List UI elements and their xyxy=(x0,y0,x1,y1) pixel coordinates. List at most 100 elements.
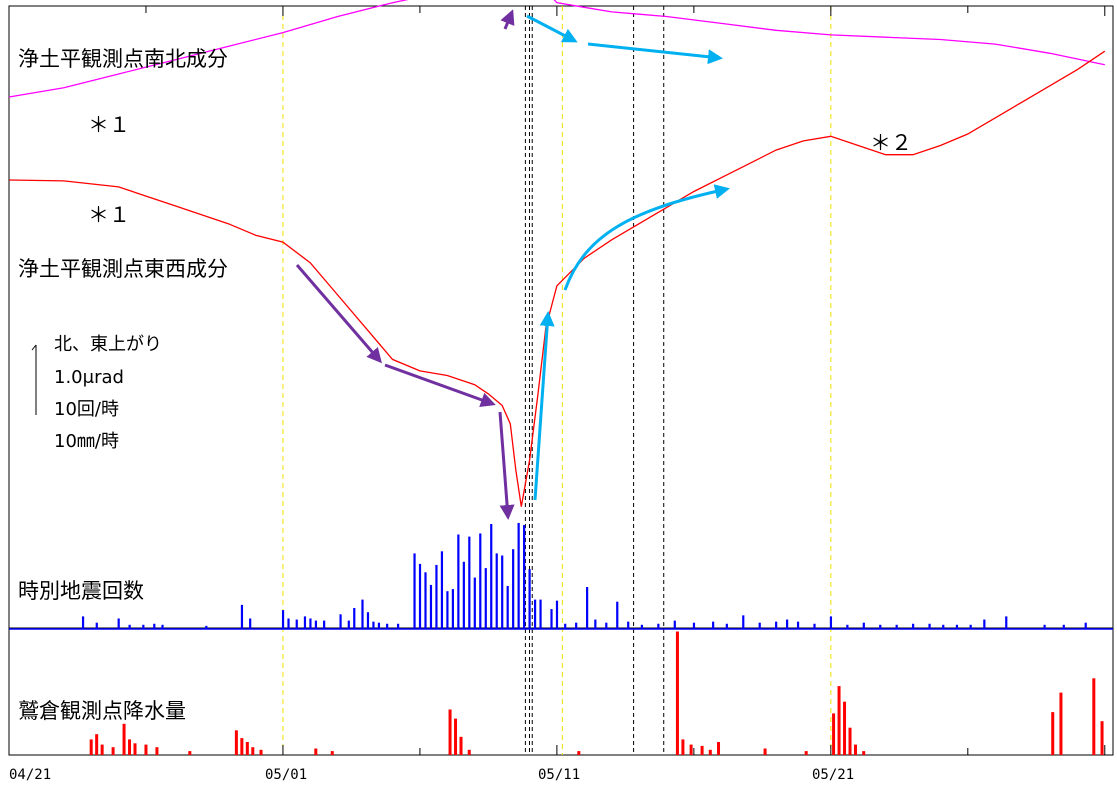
guide-lines xyxy=(282,6,832,755)
seismic-bar xyxy=(424,572,427,629)
seismic-bar xyxy=(303,616,307,629)
rain-bar xyxy=(111,747,115,755)
rain-bar xyxy=(837,686,841,755)
rain-bar xyxy=(1059,692,1063,755)
seismic-bar xyxy=(495,553,498,629)
seismic-bar xyxy=(983,619,986,629)
seismic-bar xyxy=(758,622,761,629)
seismic-bar xyxy=(413,553,416,629)
seismic-bar xyxy=(616,601,619,629)
annotation-1-ns: ＊１ xyxy=(88,113,130,137)
seismic-bar xyxy=(1084,622,1087,629)
seismic-bar xyxy=(128,624,131,629)
seismic-bar xyxy=(377,622,381,629)
rain-bar xyxy=(467,749,471,755)
seismic-bar xyxy=(81,616,85,629)
arrow-ew-recover-1 xyxy=(533,311,555,501)
rain-bar xyxy=(843,701,847,755)
seismic-bar xyxy=(468,536,471,629)
rain-bar xyxy=(155,747,159,755)
rain-bar xyxy=(700,745,704,755)
seismic-bar xyxy=(295,619,298,629)
seismic-bar xyxy=(786,619,789,629)
seismic-bar xyxy=(528,569,531,629)
seismic-bar xyxy=(1005,616,1008,629)
rain-bar xyxy=(717,742,721,755)
scale-rain-label: 10㎜/時 xyxy=(54,431,119,452)
rain-bar xyxy=(1100,721,1104,755)
seismic-bar xyxy=(627,621,630,629)
rain-bar xyxy=(577,751,581,755)
rain-bar xyxy=(259,749,263,755)
x-tick-label: 04/21 xyxy=(9,767,51,783)
seismic-bar xyxy=(640,624,644,629)
label-eq-series: 時別地震回数 xyxy=(18,579,144,603)
seismic-bar xyxy=(161,624,164,629)
seismic-bar xyxy=(742,615,745,629)
seismic-bar xyxy=(506,585,509,629)
rain-bar xyxy=(240,738,244,755)
seismic-bar xyxy=(605,622,608,629)
seismic-bar xyxy=(429,584,433,629)
rain-bar xyxy=(245,742,249,755)
label-rain-series: 鷲倉観測点降水量 xyxy=(18,699,186,723)
seismic-bar xyxy=(435,564,438,629)
plot-frame xyxy=(8,5,1114,756)
arrow-ew-drop-2 xyxy=(384,363,496,407)
label-ew-series: 浄土平観測点東西成分 xyxy=(18,257,228,281)
seismic-bar xyxy=(539,599,542,629)
seismic-bar xyxy=(829,616,833,629)
seismic-bar xyxy=(95,622,98,629)
seismic-bar xyxy=(1062,624,1065,629)
rain-bar xyxy=(681,739,685,755)
seismic-bar xyxy=(879,624,882,629)
rain-bar xyxy=(188,751,192,755)
arrow-ns-drop xyxy=(526,14,578,43)
annotation-1-ew: ＊１ xyxy=(88,203,130,227)
seismic-bar xyxy=(451,589,454,629)
scale-seismic-label: 10回/時 xyxy=(54,399,119,420)
seismic-bar xyxy=(314,620,318,629)
rain-bar xyxy=(234,730,238,755)
label-ns-series: 浄土平観測点南北成分 xyxy=(18,47,228,71)
seismic-bar xyxy=(517,522,520,629)
rain-bar xyxy=(251,747,255,755)
rain-bar xyxy=(314,748,318,755)
trend-arrows xyxy=(295,9,730,520)
rain-bar xyxy=(675,631,679,755)
scale-direction-label: 北、東上がり xyxy=(54,334,162,355)
rain-bars xyxy=(89,631,1104,755)
x-tick-label: 05/21 xyxy=(812,767,854,783)
seismic-bar xyxy=(287,618,290,629)
rain-bar xyxy=(804,751,808,755)
rain-bar xyxy=(454,718,458,755)
seismic-bar xyxy=(555,600,559,629)
annotation-2-ew: ＊２ xyxy=(870,131,912,155)
seismic-bar xyxy=(657,623,660,629)
arrow-ew-recover-2 xyxy=(563,184,730,291)
seismic-bar xyxy=(594,619,597,629)
arrow-ew-drop-1 xyxy=(295,264,382,364)
seismic-bar xyxy=(490,524,493,629)
rain-bar xyxy=(853,744,857,755)
seismic-bar xyxy=(386,623,389,629)
seismic-bar xyxy=(366,612,370,629)
seismic-bar xyxy=(813,623,816,629)
seismic-bar xyxy=(895,624,898,629)
seismic-bar xyxy=(912,623,915,629)
seismic-bar xyxy=(673,620,676,629)
seismic-bar xyxy=(361,599,364,629)
seismic-bar xyxy=(462,561,465,629)
seismic-bar xyxy=(692,622,696,629)
seismic-bar xyxy=(440,551,444,629)
seismic-bar xyxy=(372,621,375,629)
seismic-bar xyxy=(955,624,959,629)
seismic-bar xyxy=(446,591,449,629)
rain-bar xyxy=(832,713,836,755)
rain-bar xyxy=(144,744,148,755)
seismic-bar xyxy=(205,625,208,629)
seismic-bar xyxy=(586,587,589,629)
seismic-bar xyxy=(418,563,422,629)
seismic-bar xyxy=(846,624,849,629)
